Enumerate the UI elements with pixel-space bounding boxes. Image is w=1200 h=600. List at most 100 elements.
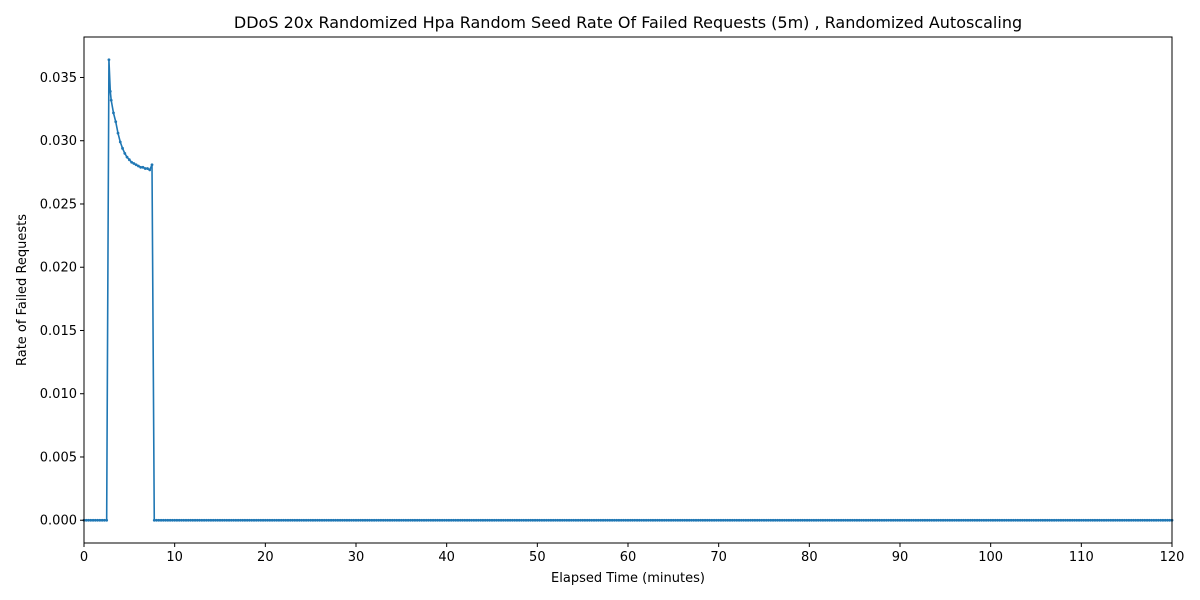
data-point <box>214 518 217 522</box>
data-point <box>853 518 857 522</box>
data-point <box>726 518 730 522</box>
data-point <box>803 518 807 522</box>
data-point <box>325 518 328 522</box>
data-point <box>760 518 764 522</box>
data-point <box>617 518 621 522</box>
data-point <box>1070 518 1074 522</box>
data-point <box>1043 518 1047 522</box>
data-point <box>957 518 961 522</box>
data-point <box>513 518 517 522</box>
data-point <box>694 518 698 522</box>
data-point <box>767 518 770 522</box>
data-point <box>379 518 383 522</box>
data-point <box>309 518 313 522</box>
x-axis-label: Elapsed Time (minutes) <box>551 571 705 586</box>
data-point <box>1143 518 1147 522</box>
data-point <box>424 518 428 522</box>
data-point <box>381 518 385 522</box>
data-point <box>703 518 707 522</box>
data-point <box>581 518 585 522</box>
data-point <box>977 518 981 522</box>
data-point <box>642 518 646 522</box>
data-point <box>1109 518 1113 522</box>
data-point <box>173 518 177 522</box>
data-point <box>284 518 288 522</box>
data-point <box>341 518 344 522</box>
y-tick-label: 0.015 <box>40 324 77 339</box>
data-point <box>567 518 571 522</box>
data-point <box>751 518 755 522</box>
data-point <box>989 518 993 522</box>
data-point <box>619 518 623 522</box>
data-point <box>263 518 267 522</box>
data-point <box>87 518 90 522</box>
data-point <box>347 518 351 522</box>
data-point <box>1154 518 1158 522</box>
data-point <box>1091 518 1095 522</box>
data-point <box>152 518 156 522</box>
data-point <box>359 518 362 522</box>
data-point <box>955 518 959 522</box>
data-point <box>946 518 949 522</box>
data-point <box>338 518 342 522</box>
data-point <box>1150 518 1153 522</box>
data-point <box>869 518 872 522</box>
data-point <box>198 518 202 522</box>
data-point <box>427 518 430 522</box>
data-point <box>1134 518 1138 522</box>
data-point <box>1123 518 1126 522</box>
data-point <box>667 518 671 522</box>
data-point <box>452 518 455 522</box>
data-point <box>254 518 258 522</box>
data-point <box>368 518 371 522</box>
data-point <box>649 518 653 522</box>
data-point <box>250 518 254 522</box>
data-point <box>930 518 934 522</box>
data-point <box>721 518 725 522</box>
data-point <box>871 518 875 522</box>
data-point <box>939 518 943 522</box>
data-point <box>395 518 399 522</box>
data-point <box>1018 518 1022 522</box>
data-point <box>261 518 265 522</box>
data-point <box>998 518 1002 522</box>
data-point <box>1129 518 1133 522</box>
data-point <box>622 518 625 522</box>
data-point <box>764 518 768 522</box>
data-point <box>257 518 260 522</box>
data-point <box>1093 518 1097 522</box>
data-point <box>155 518 158 522</box>
data-point <box>1000 518 1004 522</box>
data-point <box>300 518 303 522</box>
data-point <box>1055 518 1058 522</box>
data-point <box>470 518 473 522</box>
plot-frame <box>83 36 1173 544</box>
data-point <box>574 518 578 522</box>
data-point <box>186 518 190 522</box>
data-point <box>1132 518 1135 522</box>
data-point <box>329 518 333 522</box>
data-point <box>971 518 974 522</box>
data-point <box>640 518 643 522</box>
data-point <box>474 518 478 522</box>
data-point <box>137 164 140 168</box>
data-point <box>1086 518 1090 522</box>
data-point <box>547 518 551 522</box>
data-point <box>1113 518 1117 522</box>
data-point <box>862 518 866 522</box>
data-point <box>882 518 886 522</box>
data-point <box>554 518 557 522</box>
data-point <box>651 518 655 522</box>
data-point <box>297 518 301 522</box>
data-point <box>658 518 662 522</box>
plot-area <box>82 58 1174 522</box>
data-point <box>690 518 693 522</box>
data-point <box>397 518 401 522</box>
data-point <box>569 518 573 522</box>
data-point <box>1118 518 1122 522</box>
data-point <box>143 167 147 170</box>
data-point <box>710 518 714 522</box>
data-point <box>327 518 331 522</box>
data-point <box>384 518 387 522</box>
